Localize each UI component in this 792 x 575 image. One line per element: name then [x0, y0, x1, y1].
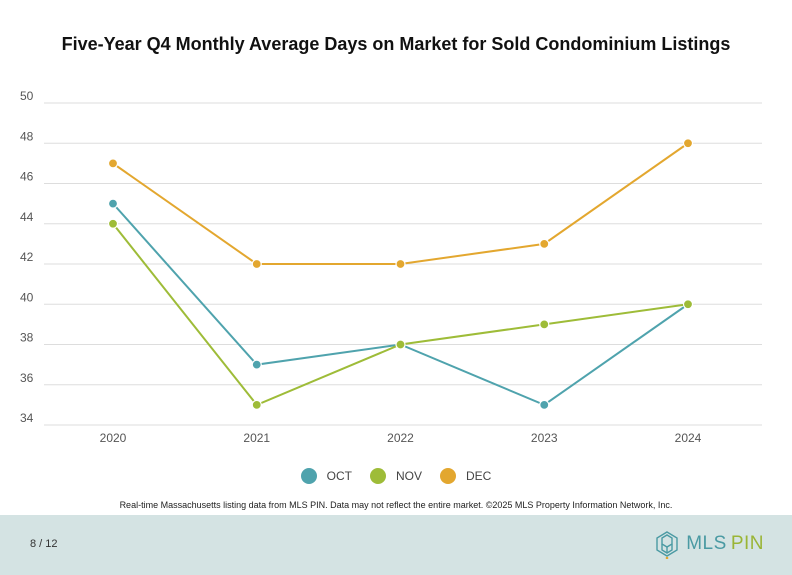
page-footer: 8 / 12 MLS PIN	[0, 515, 792, 575]
data-point-oct-2020	[107, 198, 119, 209]
x-tick-label-2021: 2021	[243, 431, 270, 445]
chart-title: Five-Year Q4 Monthly Average Days on Mar…	[61, 34, 731, 54]
data-point-nov-2021	[251, 399, 262, 410]
data-point-dec-2023	[539, 238, 550, 249]
y-tick-label-50: 50	[20, 89, 34, 103]
x-tick-label-2024: 2024	[675, 431, 702, 445]
x-tick-label-2022: 2022	[387, 431, 414, 445]
y-tick-label-46: 46	[20, 170, 34, 184]
series-line-nov	[112, 223, 689, 407]
y-tick-label-34: 34	[20, 411, 34, 425]
logo-text-pin: PIN	[730, 533, 764, 554]
y-tick-label-44: 44	[20, 210, 34, 224]
data-point-nov-2022	[395, 339, 406, 350]
data-source-footnote: Real-time Massachusetts listing data fro…	[119, 500, 673, 510]
line-chart: 50 48 46 44 42 40 38 36 34 2020 2021 2022 2023 2024	[20, 89, 762, 445]
legend-item-nov: NOV	[369, 468, 422, 484]
y-tick-label-38: 38	[20, 331, 34, 345]
data-point-oct-2021	[251, 359, 262, 370]
legend-label-dec: DEC	[466, 469, 492, 483]
y-tick-label-42: 42	[20, 250, 34, 264]
data-point-nov-2023	[539, 319, 550, 330]
legend-marker-dec	[440, 468, 456, 484]
series-line-dec	[112, 142, 689, 265]
mls-pin-logo: MLS PIN	[652, 529, 764, 559]
y-tick-label-36: 36	[20, 371, 34, 385]
x-tick-label-2023: 2023	[531, 431, 558, 445]
chart-legend: OCT NOV DEC	[0, 468, 792, 484]
data-point-dec-2022	[395, 258, 406, 270]
x-tick-label-2020: 2020	[100, 431, 127, 445]
legend-marker-nov	[369, 468, 386, 484]
network-logo-icon	[656, 531, 678, 559]
legend-marker-oct	[300, 468, 317, 484]
page-number: 8 / 12	[30, 538, 58, 550]
data-point-nov-2024	[682, 299, 694, 310]
y-tick-label-48: 48	[20, 129, 34, 143]
data-point-nov-2020	[107, 218, 119, 229]
data-point-dec-2024	[682, 138, 694, 149]
data-point-dec-2020	[107, 158, 119, 169]
legend-label-nov: NOV	[395, 469, 422, 483]
y-tick-label-40: 40	[20, 290, 34, 304]
legend-label-oct: OCT	[326, 469, 352, 483]
data-point-oct-2023	[539, 399, 550, 410]
data-point-dec-2021	[251, 258, 262, 270]
logo-text-mls: MLS	[686, 533, 727, 554]
legend-item-oct: OCT	[300, 468, 352, 484]
legend-item-dec: DEC	[440, 468, 491, 484]
